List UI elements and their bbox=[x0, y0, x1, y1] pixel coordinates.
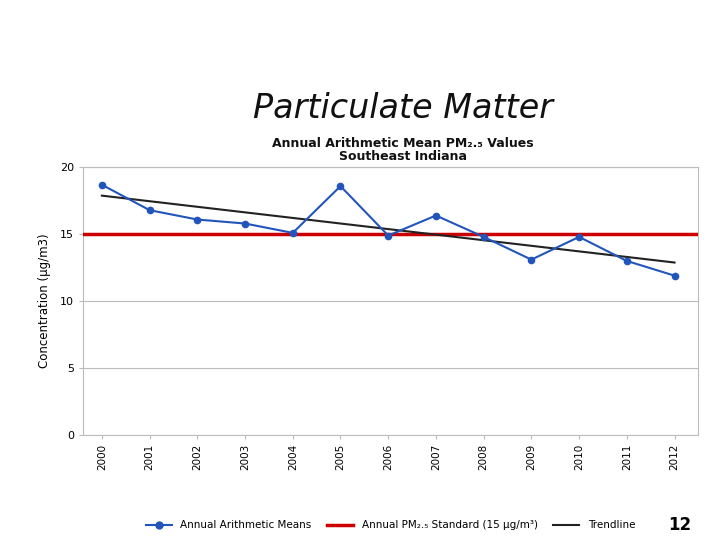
Text: Annual Arithmetic Mean PM₂.₅ Values: Annual Arithmetic Mean PM₂.₅ Values bbox=[272, 137, 534, 150]
Legend: Annual Arithmetic Means, Annual PM₂.₅ Standard (15 µg/m³), Trendline: Annual Arithmetic Means, Annual PM₂.₅ St… bbox=[142, 516, 639, 535]
Text: We Protect Hoosiers and Our Environment: We Protect Hoosiers and Our Environment bbox=[178, 18, 427, 28]
Text: Southeast Indiana: Southeast Indiana bbox=[339, 150, 467, 163]
Text: 12: 12 bbox=[668, 516, 691, 534]
Text: Air: Air bbox=[134, 56, 154, 69]
Y-axis label: Concentration (µg/m3): Concentration (µg/m3) bbox=[38, 234, 51, 368]
Text: Particulate Matter: Particulate Matter bbox=[253, 91, 553, 125]
